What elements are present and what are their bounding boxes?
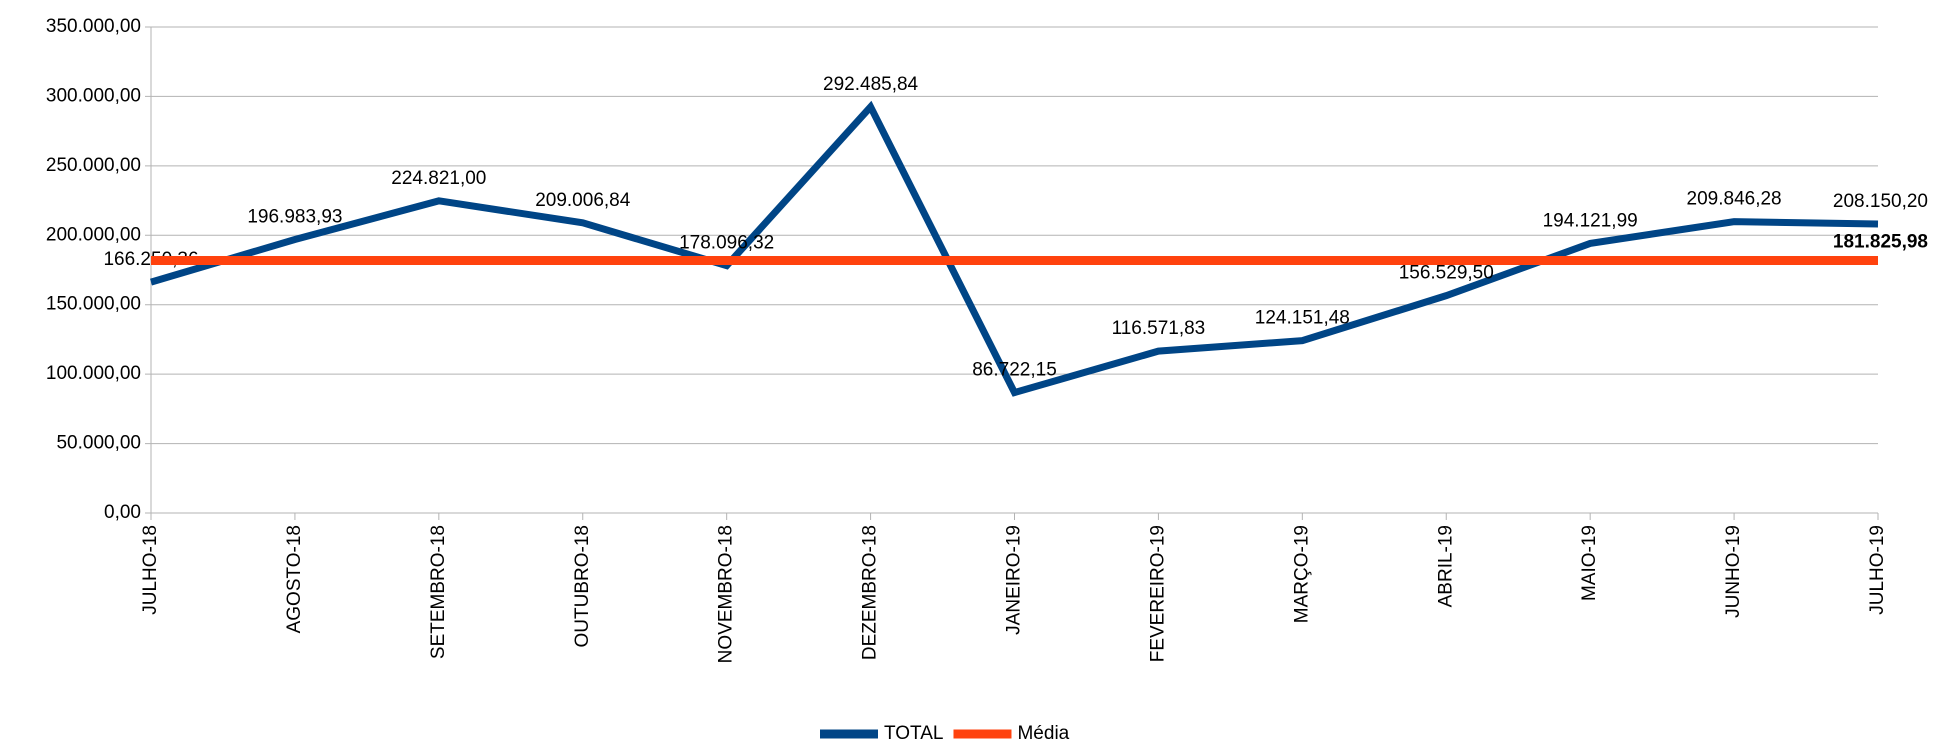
data-label: 194.121,99 — [1543, 210, 1638, 231]
data-label: 196.983,93 — [247, 206, 342, 227]
data-label: 209.006,84 — [535, 190, 631, 211]
x-tick-label: JULHO-19 — [1867, 525, 1888, 615]
y-tick-label: 50.000,00 — [56, 433, 141, 454]
y-tick-label: 350.000,00 — [46, 16, 141, 37]
y-tick-label: 0,00 — [104, 502, 141, 523]
data-label: 181.825,98 — [1833, 232, 1928, 253]
data-label: 86.722,15 — [972, 360, 1057, 381]
data-label: 178.096,32 — [679, 233, 774, 254]
data-label: 124.151,48 — [1255, 308, 1350, 329]
data-label: 156.529,50 — [1399, 263, 1494, 284]
y-tick-label: 250.000,00 — [46, 155, 141, 176]
data-label: 208.150,20 — [1833, 191, 1928, 212]
x-tick-label: NOVEMBRO-18 — [716, 525, 737, 663]
series-line — [150, 100, 1879, 397]
x-tick-label: JULHO-18 — [140, 525, 161, 615]
y-tick-label: 150.000,00 — [46, 294, 141, 315]
y-tick-label: 200.000,00 — [46, 224, 141, 245]
x-tick-label: AGOSTO-18 — [284, 525, 305, 633]
x-tick-label: OUTUBRO-18 — [572, 525, 593, 647]
legend-label: Média — [1017, 723, 1069, 744]
x-tick-label: JANEIRO-19 — [1004, 525, 1025, 635]
data-label: 209.846,28 — [1687, 189, 1782, 210]
y-tick-label: 300.000,00 — [46, 85, 141, 106]
data-label: 292.485,84 — [823, 74, 919, 95]
x-tick-label: DEZEMBRO-18 — [860, 525, 881, 660]
x-tick-label: SETEMBRO-18 — [428, 525, 449, 659]
x-tick-label: FEVEREIRO-19 — [1147, 525, 1168, 662]
x-tick-label: MAIO-19 — [1579, 525, 1600, 601]
data-label: 116.571,83 — [1112, 318, 1206, 339]
y-tick-label: 100.000,00 — [46, 363, 141, 384]
x-tick-label: JUNHO-19 — [1723, 525, 1744, 618]
legend-label: TOTAL — [884, 723, 943, 744]
data-label: 224.821,00 — [391, 168, 486, 189]
x-tick-label: MARÇO-19 — [1291, 525, 1312, 623]
x-tick-label: ABRIL-19 — [1435, 525, 1456, 607]
